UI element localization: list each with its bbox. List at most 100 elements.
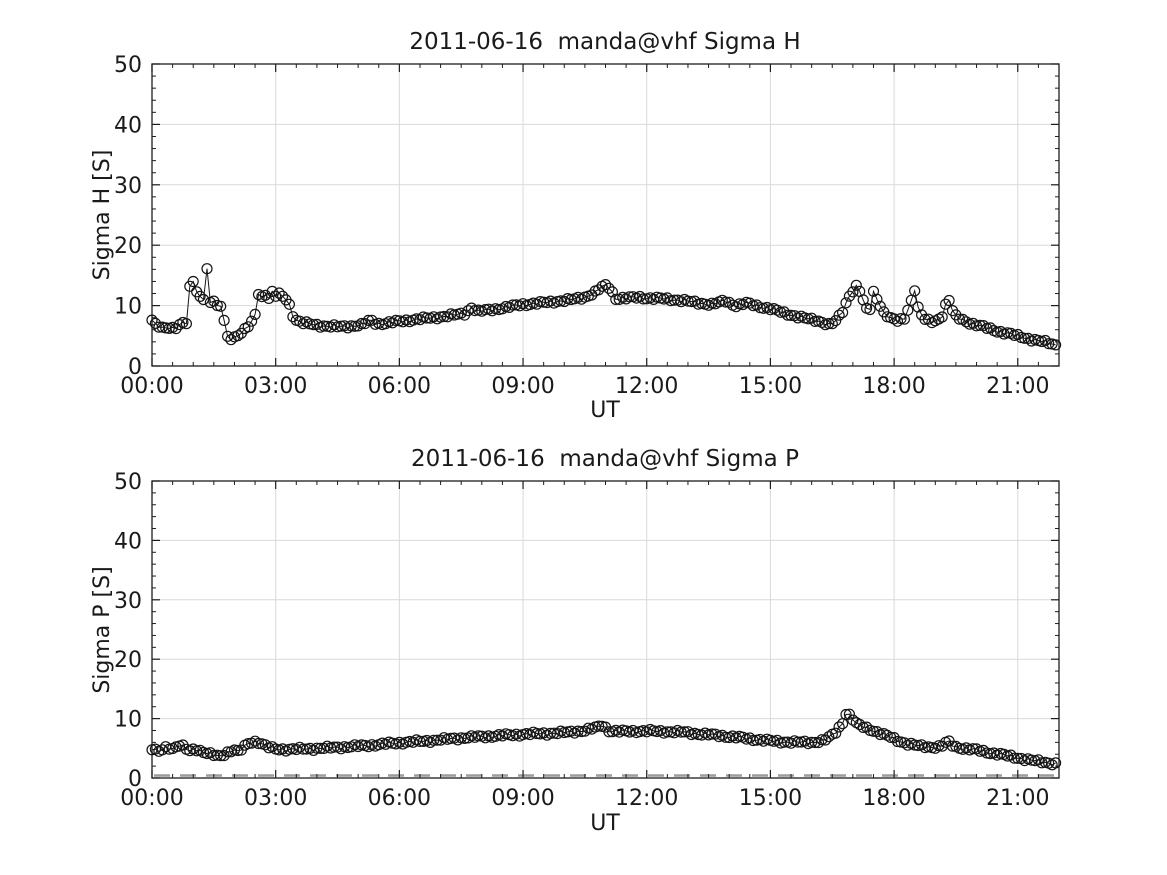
x-tick-label: 09:00	[491, 374, 554, 399]
data-point-marker	[149, 317, 161, 329]
x-tick-label: 00:00	[120, 374, 183, 399]
x-tick-label: 03:00	[244, 374, 307, 399]
data-point-marker	[294, 315, 306, 327]
data-line	[151, 268, 1056, 346]
data-point-marker	[204, 747, 216, 759]
data-point-marker	[840, 297, 852, 309]
data-point-marker	[720, 296, 732, 308]
data-point-marker	[939, 298, 952, 310]
data-point-marker	[830, 727, 842, 739]
data-point-marker	[215, 300, 227, 312]
y-tick-label: 0	[128, 767, 142, 792]
data-point-marker	[191, 745, 203, 757]
data-point-marker	[981, 322, 993, 334]
data-point-marker	[847, 286, 859, 298]
data-point-marker	[252, 737, 265, 750]
data-point-marker	[311, 318, 323, 330]
y-tick-label: 20	[114, 234, 142, 259]
data-point-marker	[558, 295, 570, 308]
y-tick-label: 0	[128, 355, 142, 380]
data-point-marker	[840, 708, 852, 721]
x-tick-label: 21:00	[986, 374, 1049, 399]
sigma-h-plot: 00:00 03:00 06:00 09:00 12:00 15:00 18:00 21:00…	[90, 29, 1062, 423]
data-point-marker	[1025, 754, 1038, 766]
data-point-marker	[1036, 757, 1048, 769]
data-point-marker	[1008, 752, 1020, 764]
data-point-marker	[836, 306, 849, 319]
y-tick-label: 40	[114, 113, 142, 138]
data-point-marker	[871, 725, 883, 738]
data-point-marker	[283, 298, 295, 310]
data-point-marker	[1005, 749, 1017, 761]
data-point-marker	[977, 744, 990, 757]
data-point-marker	[146, 314, 158, 326]
data-point-marker	[812, 736, 825, 749]
data-point-marker	[1049, 757, 1062, 769]
sigma-h-ylabel: Sigma H [S]	[90, 150, 115, 281]
data-point-marker	[218, 749, 230, 762]
x-tick-label: 15:00	[739, 374, 802, 399]
sigma-p-ylabel: Sigma P [S]	[90, 566, 115, 693]
data-point-marker	[270, 290, 282, 302]
axis-box	[151, 63, 1060, 367]
x-tick-label: 21:00	[986, 786, 1049, 811]
data-point-marker	[833, 721, 845, 733]
y-tick-label: 20	[114, 648, 142, 673]
data-point-marker	[854, 718, 866, 731]
data-point-marker	[201, 263, 213, 275]
data-point-marker	[994, 325, 1007, 338]
data-point-marker	[929, 742, 941, 754]
data-point-marker	[871, 293, 883, 305]
data-point-marker	[435, 311, 447, 323]
data-point-marker	[781, 309, 794, 321]
data-point-marker	[805, 736, 818, 748]
data-point-marker	[867, 725, 880, 737]
data-point-marker	[1032, 754, 1045, 766]
data-point-marker	[249, 308, 261, 320]
data-point-marker	[232, 330, 244, 342]
data-point-marker	[898, 737, 911, 749]
y-tick-label: 30	[114, 174, 142, 199]
data-point-marker	[830, 315, 842, 327]
data-point-marker	[661, 292, 673, 304]
y-tick-label: 40	[114, 529, 142, 554]
data-point-marker	[544, 727, 557, 740]
data-point-marker	[579, 725, 591, 737]
data-point-marker	[263, 292, 275, 304]
x-tick-label: 18:00	[862, 786, 925, 811]
data-point-marker	[775, 306, 787, 318]
data-point-marker	[606, 286, 619, 298]
data-point-marker	[180, 318, 192, 330]
data-point-marker	[874, 300, 886, 312]
y-tick-label: 10	[114, 708, 142, 733]
data-point-marker	[228, 744, 241, 756]
data-point-marker	[909, 285, 921, 297]
data-point-marker	[857, 721, 869, 734]
x-tick-label: 03:00	[244, 786, 307, 811]
data-point-marker	[603, 282, 615, 294]
data-point-marker	[215, 750, 227, 762]
x-tick-label: 12:00	[615, 786, 678, 811]
data-point-marker	[816, 734, 828, 746]
data-point-marker	[864, 303, 876, 316]
data-point-marker	[936, 311, 948, 323]
data-point-marker	[953, 313, 966, 325]
data-point-marker	[170, 323, 182, 335]
x-tick-label: 00:00	[120, 786, 183, 811]
data-point-marker	[891, 735, 904, 748]
data-point-marker	[465, 302, 478, 314]
data-point-marker	[909, 739, 921, 751]
data-point-marker	[345, 320, 357, 332]
data-point-marker	[1012, 328, 1024, 341]
data-point-marker	[366, 314, 378, 326]
data-point-marker	[1022, 332, 1034, 344]
sigma-p-xlabel: UT	[590, 811, 620, 836]
sigma-h-title: 2011-06-16 manda@vhf Sigma H	[409, 29, 800, 55]
data-point-marker	[974, 319, 986, 331]
data-point-marker	[843, 708, 856, 720]
data-point-marker	[850, 279, 862, 291]
data-point-marker	[599, 279, 612, 291]
data-point-marker	[744, 297, 756, 309]
data-point-marker	[689, 295, 701, 307]
